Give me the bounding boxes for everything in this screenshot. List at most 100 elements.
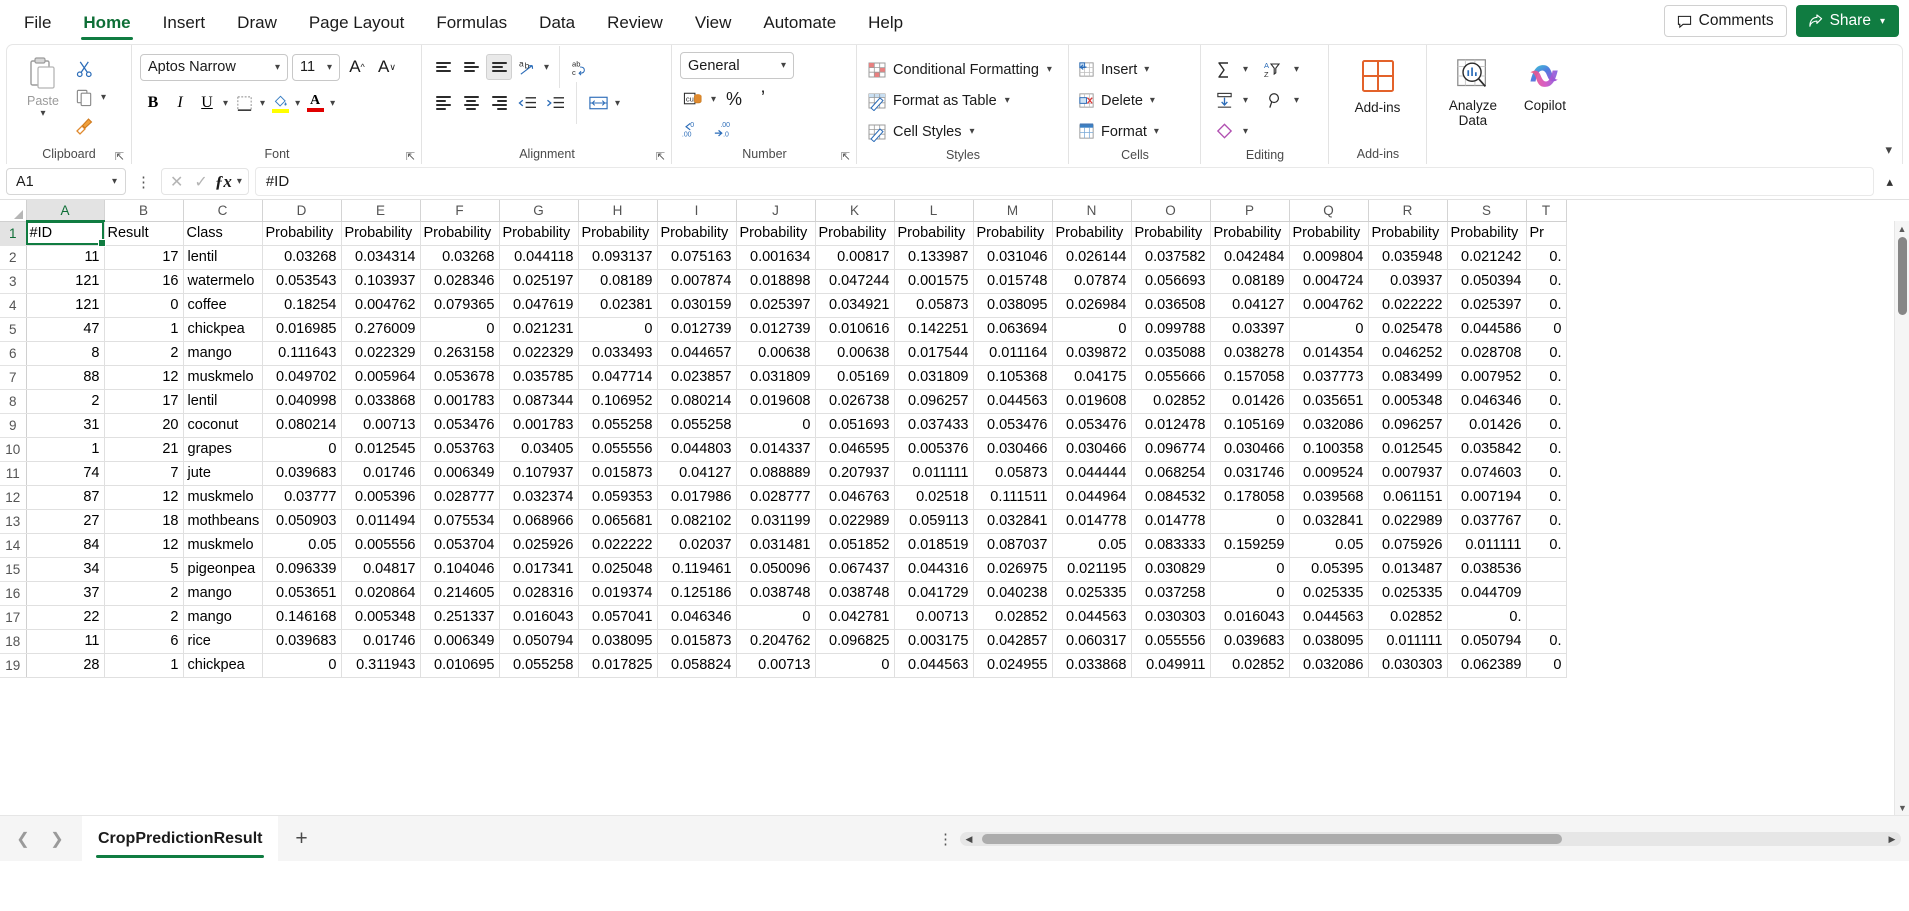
cell-K2[interactable]: 0.00817 [815, 245, 895, 270]
cell-B9[interactable]: 20 [104, 413, 184, 438]
cell-E7[interactable]: 0.005964 [341, 365, 421, 390]
cell-O15[interactable]: 0.030829 [1131, 557, 1211, 582]
cell-T2[interactable]: 0. [1526, 245, 1567, 270]
cell-D5[interactable]: 0.016985 [262, 317, 342, 342]
cell-J3[interactable]: 0.018898 [736, 269, 816, 294]
cell-R19[interactable]: 0.030303 [1368, 653, 1448, 678]
cell-K5[interactable]: 0.010616 [815, 317, 895, 342]
cell-L13[interactable]: 0.059113 [894, 509, 974, 534]
cell-B8[interactable]: 17 [104, 389, 184, 414]
conditional-formatting-button[interactable]: Conditional Formatting ▾ [865, 54, 1054, 85]
cell-H19[interactable]: 0.017825 [578, 653, 658, 678]
cell-C14[interactable]: muskmelo [183, 533, 263, 558]
cell-J11[interactable]: 0.088889 [736, 461, 816, 486]
cell-E17[interactable]: 0.005348 [341, 605, 421, 630]
cell-A3[interactable]: 121 [26, 269, 105, 294]
collapse-ribbon-button[interactable]: ▾ [1885, 142, 1892, 157]
cell-G8[interactable]: 0.087344 [499, 389, 579, 414]
cell-D11[interactable]: 0.039683 [262, 461, 342, 486]
cell-O13[interactable]: 0.014778 [1131, 509, 1211, 534]
cell-F10[interactable]: 0.053763 [420, 437, 500, 462]
cell-G15[interactable]: 0.017341 [499, 557, 579, 582]
cell-S10[interactable]: 0.035842 [1447, 437, 1527, 462]
sort-and-filter-icon[interactable]: A Z [1260, 57, 1290, 83]
cell-P12[interactable]: 0.178058 [1210, 485, 1290, 510]
align-right-icon[interactable] [486, 90, 512, 116]
add-ins-button[interactable]: Add-ins [1337, 52, 1418, 115]
cell-G10[interactable]: 0.03405 [499, 437, 579, 462]
cell-A4[interactable]: 121 [26, 293, 105, 318]
cell-A19[interactable]: 28 [26, 653, 105, 678]
cell-T15[interactable] [1526, 557, 1567, 582]
cell-P11[interactable]: 0.031746 [1210, 461, 1290, 486]
cell-D18[interactable]: 0.039683 [262, 629, 342, 654]
cell-D16[interactable]: 0.053651 [262, 581, 342, 606]
previous-sheet-icon[interactable]: ❮ [16, 830, 30, 848]
font-dialog-launcher[interactable]: ⇱ [405, 151, 416, 163]
cell-L16[interactable]: 0.041729 [894, 581, 974, 606]
cell-E9[interactable]: 0.00713 [341, 413, 421, 438]
row-header-12[interactable]: 12 [0, 485, 27, 510]
cell-N19[interactable]: 0.033868 [1052, 653, 1132, 678]
cell-F17[interactable]: 0.251337 [420, 605, 500, 630]
cell-H5[interactable]: 0 [578, 317, 658, 342]
cell-C11[interactable]: jute [183, 461, 263, 486]
cell-L9[interactable]: 0.037433 [894, 413, 974, 438]
cell-E5[interactable]: 0.276009 [341, 317, 421, 342]
cell-P10[interactable]: 0.030466 [1210, 437, 1290, 462]
cell-J8[interactable]: 0.019608 [736, 389, 816, 414]
cell-J18[interactable]: 0.204762 [736, 629, 816, 654]
cell-Q14[interactable]: 0.05 [1289, 533, 1369, 558]
cell-K10[interactable]: 0.046595 [815, 437, 895, 462]
cell-L4[interactable]: 0.05873 [894, 293, 974, 318]
row-header-15[interactable]: 15 [0, 557, 27, 582]
cell-E6[interactable]: 0.022329 [341, 341, 421, 366]
cell-K14[interactable]: 0.051852 [815, 533, 895, 558]
column-header-A[interactable]: A [26, 200, 105, 222]
row-header-10[interactable]: 10 [0, 437, 27, 462]
cell-N9[interactable]: 0.053476 [1052, 413, 1132, 438]
cell-S12[interactable]: 0.007194 [1447, 485, 1527, 510]
cell-H7[interactable]: 0.047714 [578, 365, 658, 390]
cell-J15[interactable]: 0.050096 [736, 557, 816, 582]
cell-I16[interactable]: 0.125186 [657, 581, 737, 606]
cell-R9[interactable]: 0.096257 [1368, 413, 1448, 438]
cell-M19[interactable]: 0.024955 [973, 653, 1053, 678]
ribbon-tab-review[interactable]: Review [591, 0, 679, 44]
number-format-combobox[interactable]: General ▾ [680, 52, 794, 79]
cell-D1[interactable]: Probability [262, 221, 342, 246]
column-header-R[interactable]: R [1368, 200, 1448, 222]
next-sheet-icon[interactable]: ❯ [50, 830, 64, 848]
cell-O12[interactable]: 0.084532 [1131, 485, 1211, 510]
cell-L15[interactable]: 0.044316 [894, 557, 974, 582]
cell-S19[interactable]: 0.062389 [1447, 653, 1527, 678]
cell-S13[interactable]: 0.037767 [1447, 509, 1527, 534]
chevron-down-icon[interactable]: ▾ [615, 97, 621, 109]
cell-M17[interactable]: 0.02852 [973, 605, 1053, 630]
cell-K8[interactable]: 0.026738 [815, 389, 895, 414]
cell-B18[interactable]: 6 [104, 629, 184, 654]
cell-B19[interactable]: 1 [104, 653, 184, 678]
cell-H12[interactable]: 0.059353 [578, 485, 658, 510]
increase-indent-icon[interactable] [542, 90, 568, 116]
scroll-right-icon[interactable]: ▶ [1888, 833, 1896, 844]
font-color-button[interactable]: A [303, 90, 327, 116]
cell-F18[interactable]: 0.006349 [420, 629, 500, 654]
cell-M9[interactable]: 0.053476 [973, 413, 1053, 438]
row-header-7[interactable]: 7 [0, 365, 27, 390]
horizontal-scroll-thumb[interactable] [982, 834, 1562, 844]
cell-N13[interactable]: 0.014778 [1052, 509, 1132, 534]
row-header-13[interactable]: 13 [0, 509, 27, 534]
cell-R15[interactable]: 0.013487 [1368, 557, 1448, 582]
cell-J12[interactable]: 0.028777 [736, 485, 816, 510]
cell-N17[interactable]: 0.044563 [1052, 605, 1132, 630]
cell-L10[interactable]: 0.005376 [894, 437, 974, 462]
cell-A2[interactable]: 11 [26, 245, 105, 270]
chevron-down-icon[interactable]: ▾ [236, 176, 242, 187]
cell-M5[interactable]: 0.063694 [973, 317, 1053, 342]
cell-C8[interactable]: lentil [183, 389, 263, 414]
cell-O18[interactable]: 0.055556 [1131, 629, 1211, 654]
cell-A10[interactable]: 1 [26, 437, 105, 462]
scroll-up-icon[interactable]: ▲ [1897, 223, 1907, 234]
cell-B10[interactable]: 21 [104, 437, 184, 462]
